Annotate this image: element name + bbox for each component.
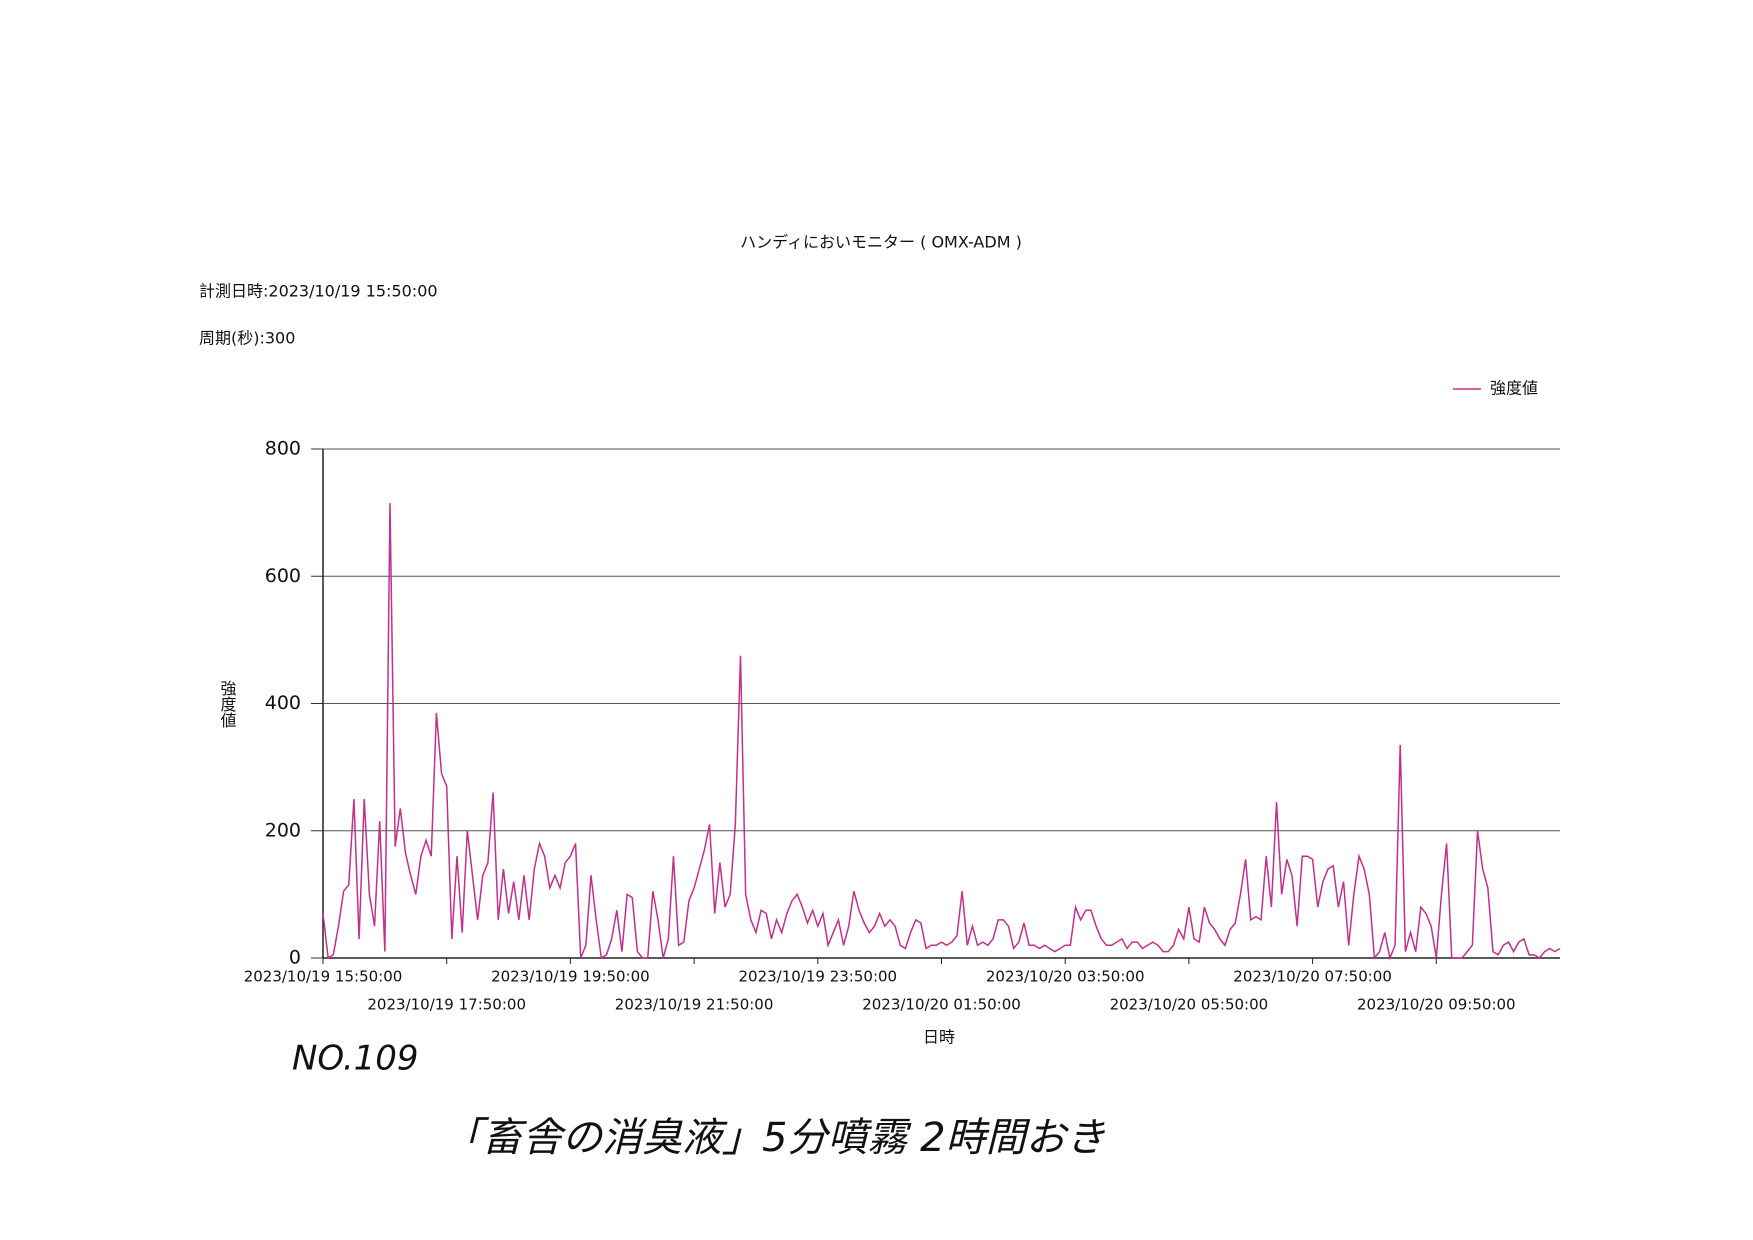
x-tick-label: 2023/10/19 19:50:00	[491, 968, 650, 986]
y-tick-label: 800	[265, 438, 301, 460]
handwritten-note: NO.109	[292, 1039, 419, 1079]
subtitle: 周期(秒):300	[199, 329, 295, 348]
y-tick-label: 200	[265, 819, 301, 841]
x-tick-label: 2023/10/19 17:50:00	[367, 996, 526, 1014]
x-tick-label: 2023/10/20 03:50:00	[986, 968, 1145, 986]
chart-title: ハンディにおいモニター ( OMX-ADM )	[740, 233, 1022, 252]
x-tick-label: 2023/10/20 09:50:00	[1357, 996, 1516, 1014]
x-tick-label: 2023/10/20 05:50:00	[1110, 996, 1269, 1014]
x-tick-label: 2023/10/20 07:50:00	[1233, 968, 1392, 986]
handwritten-note: 「畜舎の消臭液」5分噴霧 2時間おき	[442, 1115, 1106, 1161]
x-tick-label: 2023/10/19 21:50:00	[615, 996, 774, 1014]
y-tick-label: 0	[289, 947, 301, 969]
y-axis-title: 強度値	[218, 680, 237, 728]
y-tick-label: 400	[265, 692, 301, 714]
subtitle: 計測日時:2023/10/19 15:50:00	[199, 282, 438, 301]
x-tick-label: 2023/10/19 15:50:00	[244, 968, 403, 986]
series-line	[322, 503, 1561, 961]
x-tick-label: 2023/10/20 01:50:00	[862, 996, 1021, 1014]
legend-label: 強度値	[1490, 379, 1538, 398]
x-axis-title: 日時	[923, 1028, 955, 1047]
x-tick-label: 2023/10/19 23:50:00	[739, 968, 898, 986]
y-tick-label: 600	[265, 565, 301, 587]
